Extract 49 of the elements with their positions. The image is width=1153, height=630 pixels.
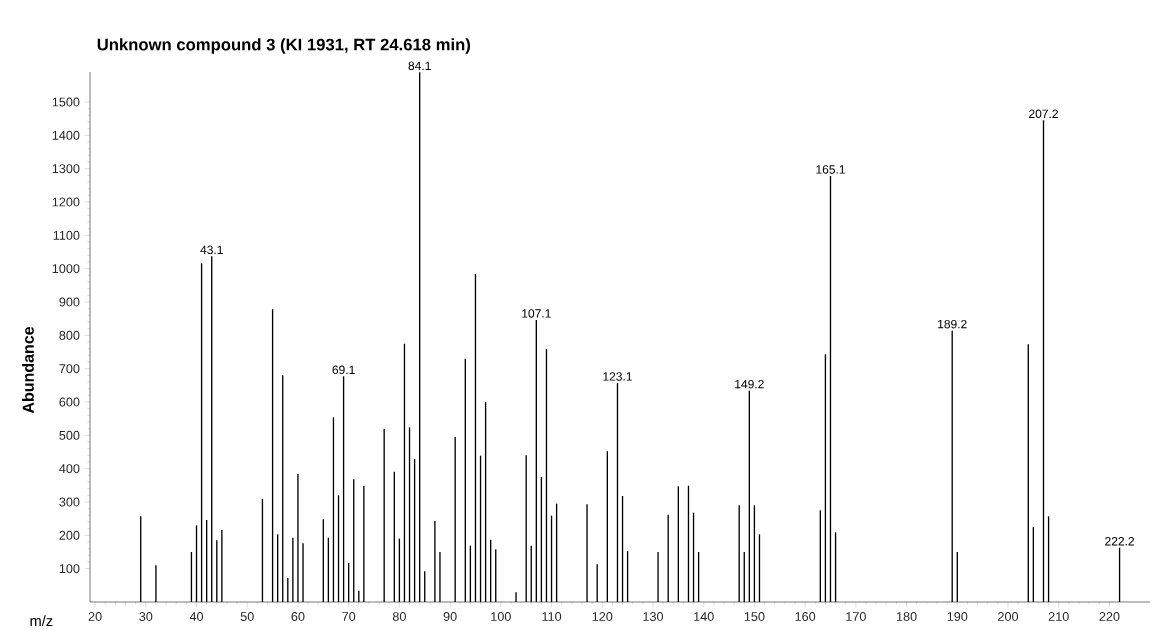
y-axis-title: Abundance <box>22 326 34 414</box>
chart-title: Unknown compound 3 (KI 1931, RT 24.618 min) <box>97 38 471 54</box>
annotation: 207.2 <box>1029 109 1058 119</box>
annotation: 43.1 <box>200 245 223 255</box>
x-tick-label: 140 <box>694 612 714 621</box>
y-tick-label: 1000 <box>52 264 80 274</box>
annotation: 222.2 <box>1105 537 1134 546</box>
y-tick-label: 600 <box>59 397 80 407</box>
x-tick-label: 100 <box>491 612 511 621</box>
x-tick-label: 200 <box>998 612 1019 621</box>
annotation: 69.1 <box>332 365 355 375</box>
x-tick-label: 180 <box>896 612 917 621</box>
x-tick-label: 160 <box>795 612 816 621</box>
y-tick-label: 200 <box>59 530 80 540</box>
x-tick-label: 210 <box>1048 612 1069 621</box>
y-tick-label: 500 <box>59 430 80 440</box>
x-tick-label: 170 <box>846 612 866 621</box>
annotation: 165.1 <box>816 165 845 174</box>
annotation: 123.1 <box>603 372 632 381</box>
x-tick-label: 80 <box>392 612 406 621</box>
x-tick-label: 60 <box>291 612 305 621</box>
x-tick-label: 190 <box>947 612 968 621</box>
y-tick-label: 800 <box>59 330 80 340</box>
x-tick-label: 70 <box>342 612 356 621</box>
annotation: 149.2 <box>735 379 764 389</box>
x-tick-label: 30 <box>139 612 153 621</box>
x-tick-label: 110 <box>542 612 562 621</box>
y-tick-label: 1100 <box>53 230 80 240</box>
x-tick-label: 50 <box>240 612 254 621</box>
y-tick-label: 1500 <box>52 97 80 107</box>
annotation: 107.1 <box>522 309 551 318</box>
x-axis-title: m/z <box>30 615 53 627</box>
y-tick-label: 1300 <box>52 164 80 174</box>
y-tick-label: 1400 <box>52 130 80 140</box>
y-tick-label: 300 <box>59 497 80 507</box>
x-tick-label: 90 <box>443 612 457 621</box>
x-tick-label: 40 <box>189 612 204 621</box>
y-tick-label: 700 <box>59 364 80 374</box>
y-tick-label: 900 <box>59 297 80 307</box>
x-tick-label: 220 <box>1099 612 1120 621</box>
annotation: 84.1 <box>408 61 431 71</box>
x-tick-label: 150 <box>744 612 765 621</box>
y-tick-label: 1200 <box>52 197 80 207</box>
y-tick-label: 100 <box>59 564 80 574</box>
annotation: 189.2 <box>938 319 967 329</box>
x-tick-label: 20 <box>88 612 102 621</box>
x-tick-label: 120 <box>592 612 613 621</box>
x-tick-label: 130 <box>643 612 664 621</box>
y-tick-label: 400 <box>59 464 80 474</box>
